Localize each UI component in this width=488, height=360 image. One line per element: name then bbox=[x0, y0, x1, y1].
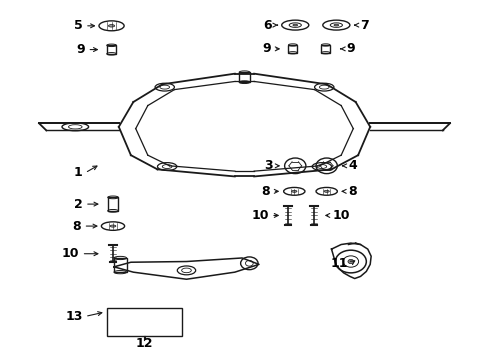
Text: 4: 4 bbox=[348, 159, 356, 172]
Circle shape bbox=[347, 260, 353, 264]
Ellipse shape bbox=[291, 190, 296, 192]
Ellipse shape bbox=[333, 24, 338, 26]
Ellipse shape bbox=[324, 190, 329, 192]
Bar bbox=[106, 307, 181, 336]
Bar bbox=[321, 45, 329, 53]
Text: 9: 9 bbox=[76, 43, 85, 56]
Bar bbox=[114, 258, 126, 272]
Ellipse shape bbox=[108, 24, 115, 27]
Text: 8: 8 bbox=[348, 185, 356, 198]
Bar bbox=[106, 45, 116, 54]
Text: 12: 12 bbox=[135, 337, 152, 350]
Text: 5: 5 bbox=[74, 19, 82, 32]
Text: 10: 10 bbox=[251, 209, 268, 222]
Bar bbox=[288, 45, 297, 53]
Text: 8: 8 bbox=[261, 185, 269, 198]
Text: 10: 10 bbox=[332, 209, 349, 222]
Text: 13: 13 bbox=[65, 310, 82, 323]
Text: 11: 11 bbox=[330, 257, 348, 270]
Text: 1: 1 bbox=[74, 166, 82, 179]
Text: 9: 9 bbox=[346, 42, 354, 55]
Text: 8: 8 bbox=[72, 220, 81, 233]
Text: 10: 10 bbox=[61, 247, 79, 260]
Ellipse shape bbox=[292, 24, 297, 26]
Ellipse shape bbox=[110, 225, 116, 227]
Text: 3: 3 bbox=[264, 159, 272, 172]
Text: 2: 2 bbox=[74, 198, 82, 211]
Text: 6: 6 bbox=[263, 19, 271, 32]
Bar bbox=[239, 72, 249, 82]
Text: 7: 7 bbox=[360, 19, 368, 32]
Bar bbox=[107, 197, 118, 211]
Text: 9: 9 bbox=[262, 42, 270, 55]
